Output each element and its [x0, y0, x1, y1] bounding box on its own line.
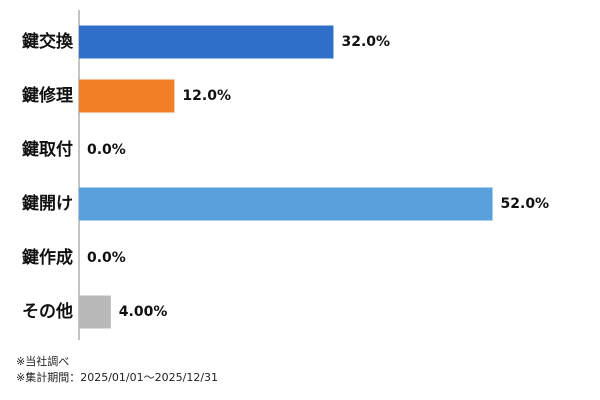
bar-2 — [79, 79, 175, 113]
footnotes: ※当社調べ ※集計期間：2025/01/01～2025/12/31 — [16, 354, 218, 386]
bar-6 — [79, 295, 111, 329]
bar-1 — [79, 25, 334, 59]
value-label-2: 12.0% — [182, 88, 231, 104]
category-label-1: 鍵交換 — [22, 31, 74, 52]
value-label-5: 0.0% — [87, 250, 126, 266]
bar-4 — [79, 187, 493, 221]
value-label-6: 4.00% — [119, 304, 168, 320]
period-note: ※集計期間：2025/01/01～2025/12/31 — [16, 371, 219, 384]
category-label-4: 鍵開け — [22, 193, 73, 214]
labels-layer: 鍵交換 32.0% 鍵修理 12.0% 鍵取付 0.0% 鍵開け 52.0% 鍵作成 0.0% その… — [22, 31, 549, 322]
value-label-3: 0.0% — [87, 142, 126, 158]
category-label-3: 鍵取付 — [22, 139, 73, 160]
category-label-6: その他 — [22, 301, 73, 322]
category-label-2: 鍵修理 — [22, 85, 73, 106]
value-label-4: 52.0% — [501, 196, 550, 212]
bars-layer — [79, 25, 493, 329]
value-label-1: 32.0% — [341, 34, 390, 50]
source-note: ※当社調べ — [16, 355, 70, 368]
category-label-5: 鍵作成 — [22, 247, 73, 268]
